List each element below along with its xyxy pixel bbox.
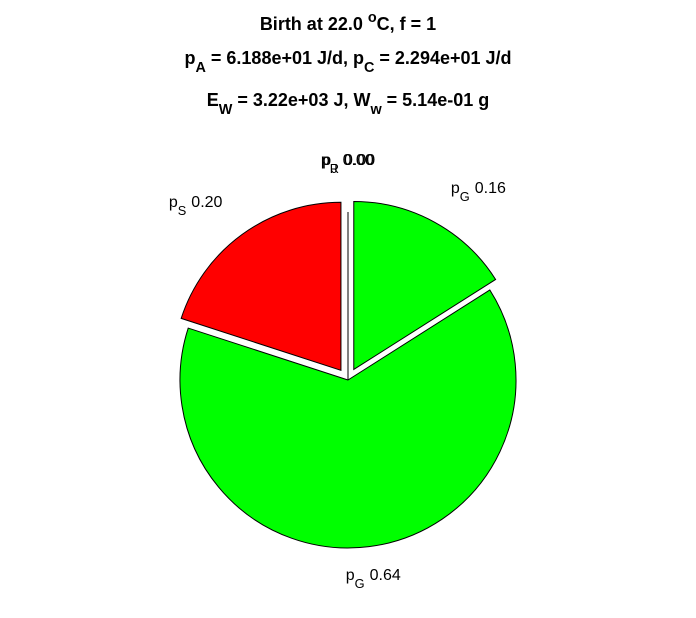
- pie-slice: [179, 289, 517, 549]
- text-run: E: [207, 90, 219, 110]
- subscript: G: [355, 576, 365, 591]
- subscript: w: [369, 102, 382, 118]
- slice-value: 0.20: [191, 194, 222, 211]
- slice-label: pG 0.64: [346, 567, 401, 591]
- slice-value: 0.64: [370, 567, 401, 584]
- slice-label: pG 0.16: [451, 180, 506, 204]
- subscript: J: [331, 160, 337, 175]
- text-run: Birth at 22.0: [260, 14, 368, 34]
- subscript: R: [330, 160, 339, 175]
- subscript: C: [364, 60, 374, 76]
- pie-slice: [353, 200, 497, 371]
- pie-slice: [180, 201, 342, 371]
- subscript: S: [178, 203, 187, 218]
- slice-label: pJ 0.00: [322, 152, 374, 176]
- subscript: A: [195, 60, 206, 76]
- chart-title: EW = 3.22e+03 J, Ww = 5.14e-01 g: [207, 90, 489, 118]
- text-run: = 5.14e-01 g: [382, 90, 490, 110]
- text-run: = 3.22e+03 J, W: [232, 90, 370, 110]
- text-run: p: [322, 152, 331, 169]
- text-run: p: [346, 567, 355, 584]
- slice-label: pR 0.00: [321, 152, 375, 176]
- slice-value: 0.00: [343, 152, 374, 169]
- text-run: = 6.188e+01 J/d, p: [206, 48, 364, 68]
- subscript: W: [219, 102, 233, 118]
- text-run: C, f = 1: [377, 14, 437, 34]
- slice-label: pS 0.20: [169, 194, 223, 218]
- chart-title: Birth at 22.0 oC, f = 1: [260, 10, 436, 34]
- text-run: = 2.294e+01 J/d: [374, 48, 511, 68]
- text-run: p: [184, 48, 195, 68]
- chart-title: pA = 6.188e+01 J/d, pC = 2.294e+01 J/d: [184, 48, 511, 76]
- text-run: p: [169, 194, 178, 211]
- slice-value: 0.16: [475, 180, 506, 197]
- text-run: p: [321, 152, 330, 169]
- slice-value: 0.00: [344, 152, 375, 169]
- superscript: o: [368, 10, 377, 26]
- subscript: G: [460, 188, 470, 203]
- text-run: p: [451, 180, 460, 197]
